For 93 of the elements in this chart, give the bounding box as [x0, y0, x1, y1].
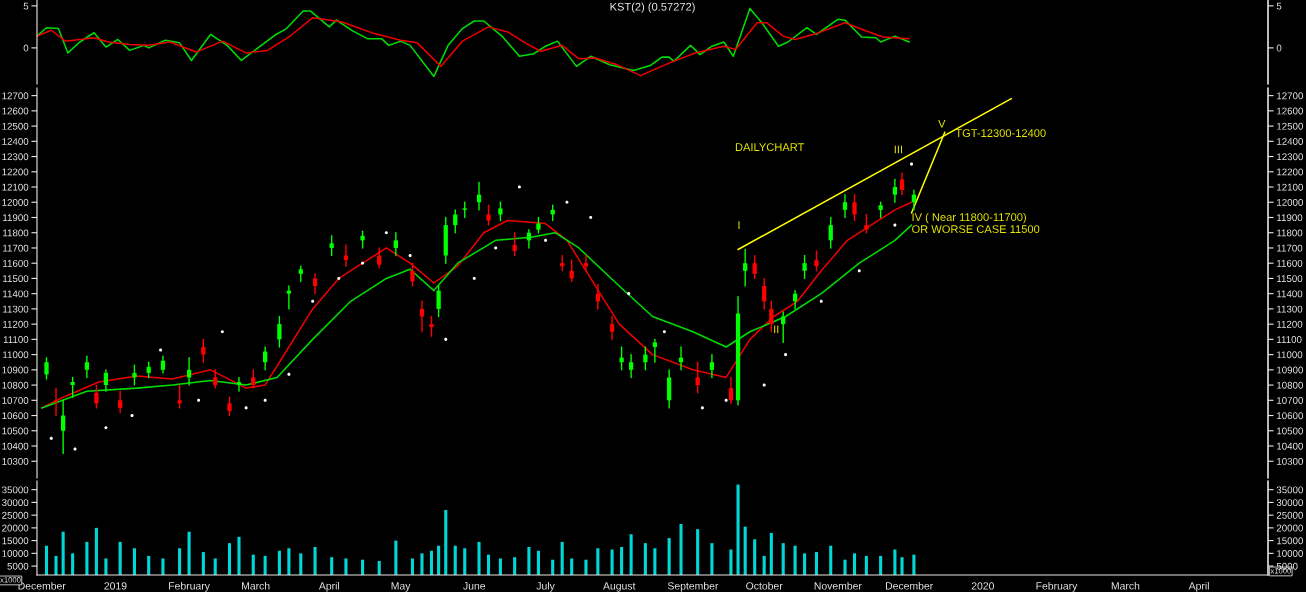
- y-tick-label: 10900: [2, 366, 29, 374]
- y2-tick-label: 10600: [1277, 412, 1303, 420]
- y2-tick-label: 11800: [1277, 229, 1303, 237]
- y-tick-label: 20000: [2, 524, 29, 532]
- y2-tick-label: 12300: [1277, 153, 1303, 161]
- y-tick-label: 11200: [3, 320, 29, 328]
- annotation: III: [894, 145, 903, 154]
- y-tick-label: 25000: [2, 511, 29, 519]
- y2-tick-label: 12000: [1277, 198, 1303, 206]
- chart-title: KST(2) (0.57272): [610, 2, 695, 13]
- y-tick-label: 10500: [2, 427, 29, 435]
- y-tick-label: 12500: [2, 122, 29, 130]
- annotation: TGT-12300-12400: [955, 129, 1046, 137]
- y-tick-label: 12100: [2, 183, 29, 191]
- y2-tick-label: 11700: [1277, 244, 1303, 252]
- y2-tick-label: 10700: [1277, 397, 1303, 404]
- y-tick-label: 11500: [3, 275, 29, 283]
- x-tick-label: July: [536, 581, 555, 592]
- x-tick-label: February: [1036, 581, 1078, 592]
- y-tick-label: 15000: [2, 537, 29, 545]
- annotation: II: [774, 325, 779, 334]
- y-tick-label: 12300: [2, 153, 29, 161]
- x-tick-label: August: [603, 582, 636, 592]
- y2-tick-label: 12500: [1277, 122, 1303, 130]
- annotation: I: [738, 221, 740, 229]
- y2-tick-label: 5: [1276, 2, 1282, 10]
- y2-tick-label: 12400: [1277, 138, 1303, 145]
- x-tick-label: June: [463, 582, 486, 590]
- y-tick-label: 12400: [2, 138, 29, 145]
- y2-tick-label: 35000: [1276, 486, 1303, 494]
- x-tick-label: March: [1111, 581, 1140, 590]
- y-tick-label: 12200: [2, 168, 29, 176]
- y2-tick-label: 15000: [1277, 537, 1303, 545]
- y2-tick-label: 12600: [1277, 107, 1303, 115]
- y2-tick-label: 11600: [1277, 259, 1303, 267]
- x-tick-label: April: [318, 581, 340, 592]
- y2-tick-label: 11400: [1277, 290, 1303, 298]
- y-tick-label: 5: [23, 2, 29, 10]
- y-tick-label: 11100: [3, 336, 29, 343]
- y-tick-label: 35000: [2, 486, 29, 494]
- y-tick-label: 11800: [3, 229, 29, 237]
- y2-tick-label: 30000: [1276, 499, 1303, 507]
- y-tick-label: 12000: [2, 198, 29, 206]
- y2-tick-label: 10300: [1277, 457, 1303, 465]
- x-tick-label: September: [667, 581, 719, 592]
- y2-tick-label: 10500: [1277, 427, 1303, 435]
- y-tick-label: 0: [23, 44, 29, 52]
- y-tick-label: 10400: [2, 442, 29, 450]
- y2-tick-label: 10000: [1277, 550, 1303, 557]
- y2-tick-label: 11100: [1277, 336, 1302, 343]
- x-tick-label: December: [885, 581, 934, 590]
- y-tick-label: 11000: [3, 351, 29, 359]
- y-tick-label: 11300: [3, 305, 29, 313]
- y2-tick-label: 5000: [1276, 562, 1298, 570]
- y-tick-label: 10300: [2, 457, 29, 465]
- annotation: IV ( Near 11800-11700) OR WORSE CASE 11500: [912, 212, 1040, 234]
- y-tick-label: 11900: [3, 214, 29, 222]
- x-tick-label: December: [18, 581, 66, 590]
- x-tick-label: 2019: [104, 582, 127, 590]
- x-tick-label: October: [746, 581, 783, 590]
- y2-tick-label: 11300: [1277, 305, 1303, 313]
- y-tick-label: 10000: [2, 550, 29, 557]
- y2-tick-label: 12200: [1277, 168, 1303, 176]
- y-tick-label: 11700: [3, 244, 29, 252]
- x-tick-label: 2020: [971, 582, 995, 590]
- annotation: DAILYCHART: [735, 143, 805, 152]
- y-tick-label: 30000: [2, 499, 29, 507]
- y2-tick-label: 11900: [1277, 214, 1303, 222]
- y-tick-label: 10600: [2, 412, 29, 420]
- y-tick-label: 11600: [3, 259, 29, 267]
- y2-tick-label: 10400: [1277, 442, 1303, 450]
- y-tick-label: 5000: [7, 562, 29, 570]
- y2-tick-label: 20000: [1276, 524, 1303, 532]
- y-tick-label: 12700: [2, 92, 29, 100]
- y-tick-label: 10700: [2, 397, 29, 404]
- y2-tick-label: 12700: [1277, 92, 1303, 100]
- y2-tick-label: 11000: [1277, 351, 1303, 359]
- y2-tick-label: 12100: [1277, 183, 1303, 191]
- annotation: V: [938, 119, 946, 128]
- y-tick-label: 11400: [3, 290, 29, 298]
- y2-tick-label: 11500: [1277, 275, 1303, 283]
- y-tick-label: 10800: [2, 381, 29, 389]
- x-tick-label: February: [169, 581, 210, 592]
- y2-tick-label: 10800: [1277, 381, 1303, 389]
- y2-tick-label: 25000: [1276, 511, 1303, 519]
- x-tick-label: November: [814, 581, 862, 590]
- y2-tick-label: 11200: [1277, 320, 1303, 328]
- x-tick-label: March: [242, 581, 270, 590]
- y2-tick-label: 0: [1276, 44, 1282, 52]
- y-tick-label: 12600: [2, 107, 29, 115]
- x-tick-label: May: [391, 582, 411, 592]
- x-tick-label: April: [1188, 581, 1209, 592]
- y2-tick-label: 10900: [1277, 366, 1303, 374]
